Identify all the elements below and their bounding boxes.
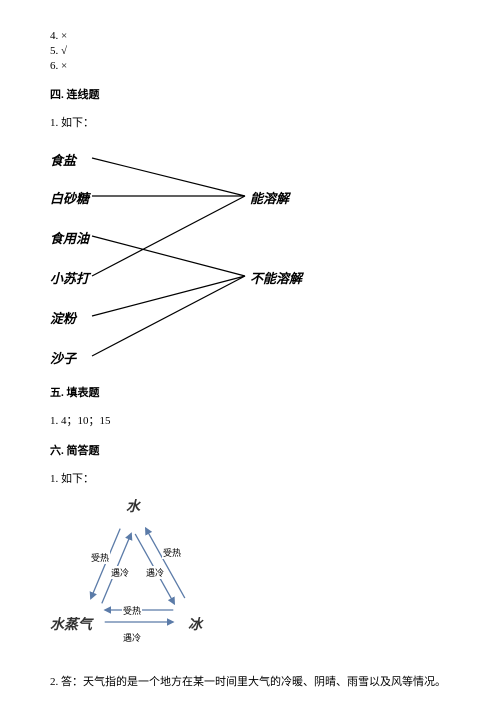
label-heat-b: 受热 <box>122 604 142 617</box>
answer-4: 4. × <box>50 30 450 42</box>
match-right-0: 能溶解 <box>250 188 289 207</box>
label-heat-tl: 受热 <box>90 551 110 564</box>
section-6-title: 六. 简答题 <box>50 442 450 458</box>
section-4-title: 四. 连线题 <box>50 86 450 102</box>
label-cool-b: 遇冷 <box>122 631 142 644</box>
section-5-q1: 1. 4；10；15 <box>50 412 450 428</box>
node-water: 水 <box>126 496 140 516</box>
section-6-q2: 2. 答：天气指的是一个地方在某一时间里大气的冷暖、阴晴、雨雪以及风等情况。 <box>50 674 450 692</box>
match-left-0: 食盐 <box>50 150 76 169</box>
water-cycle-triangle: 水 水蒸气 冰 受热 遇冷 受热 遇冷 受热 遇冷 <box>60 496 260 656</box>
answer-6: 6. × <box>50 60 450 72</box>
label-cool-tl: 遇冷 <box>110 566 130 579</box>
matching-diagram: 食盐白砂糖食用油小苏打淀粉沙子 能溶解不能溶解 <box>50 140 390 370</box>
node-vapor: 水蒸气 <box>50 614 92 634</box>
section-5-title: 五. 填表题 <box>50 384 450 400</box>
match-left-3: 小苏打 <box>50 268 89 287</box>
label-heat-tr: 受热 <box>162 546 182 559</box>
label-cool-tr: 遇冷 <box>145 566 165 579</box>
match-left-4: 淀粉 <box>50 308 76 327</box>
match-right-1: 不能溶解 <box>250 268 302 287</box>
match-left-2: 食用油 <box>50 228 89 247</box>
answer-5: 5. √ <box>50 45 450 57</box>
section-4-q1-label: 1. 如下： <box>50 114 450 130</box>
match-left-1: 白砂糖 <box>50 188 89 207</box>
node-ice: 冰 <box>188 614 202 634</box>
match-left-5: 沙子 <box>50 348 76 367</box>
section-6-q1-label: 1. 如下： <box>50 470 450 486</box>
